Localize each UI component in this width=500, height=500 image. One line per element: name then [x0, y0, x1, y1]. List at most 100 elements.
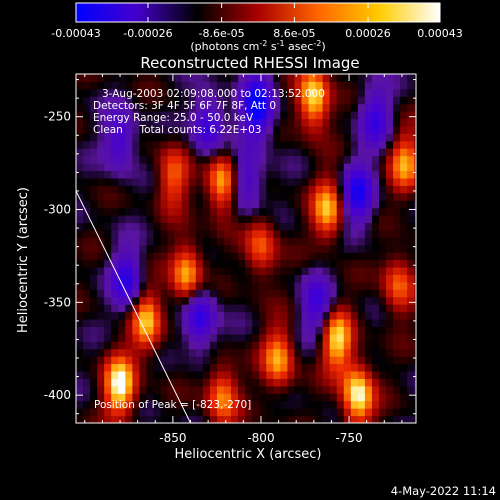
- heatmap-cell: [308, 311, 317, 320]
- heatmap-cell: [273, 177, 281, 186]
- heatmap-cell: [329, 177, 338, 186]
- heatmap-cell: [350, 371, 359, 379]
- heatmap-cell: [400, 371, 408, 379]
- heatmap-cell: [125, 244, 133, 253]
- heatmap-cell: [125, 304, 133, 313]
- heatmap-cell: [76, 415, 84, 423]
- heatmap-cell: [146, 118, 155, 127]
- heatmap-cell: [280, 74, 288, 82]
- heatmap-cell: [90, 319, 98, 327]
- heatmap-cell: [231, 274, 239, 283]
- heatmap-cell: [223, 296, 232, 305]
- heatmap-cell: [379, 252, 387, 261]
- heatmap-cell: [386, 371, 394, 379]
- heatmap-cell: [231, 229, 239, 238]
- heatmap-cell: [202, 192, 211, 201]
- heatmap-cell: [329, 229, 338, 238]
- heatmap-cell: [97, 244, 105, 253]
- heatmap-cell: [153, 125, 162, 134]
- heatmap-cell: [231, 259, 239, 268]
- heatmap-cell: [273, 296, 281, 305]
- heatmap-cell: [393, 274, 401, 283]
- heatmap-cell: [223, 103, 232, 112]
- heatmap-cell: [153, 237, 162, 246]
- heatmap-cell: [132, 333, 140, 342]
- heatmap-cell: [308, 185, 317, 194]
- heatmap-cell: [400, 341, 408, 350]
- heatmap-cell: [181, 185, 190, 194]
- heatmap-cell: [329, 274, 338, 283]
- heatmap-cell: [294, 289, 302, 298]
- heatmap-cell: [259, 400, 267, 409]
- heatmap-cell: [160, 103, 169, 112]
- heatmap-cell: [308, 348, 317, 357]
- heatmap-cell: [132, 118, 140, 127]
- heatmap-cell: [357, 274, 366, 283]
- heatmap-cell: [83, 170, 91, 179]
- heatmap-cell: [231, 333, 239, 342]
- heatmap-cell: [280, 200, 288, 209]
- heatmap-cell: [414, 155, 416, 164]
- heatmap-cell: [90, 88, 98, 97]
- heatmap-cell: [104, 81, 112, 90]
- heatmap-cell: [393, 385, 401, 394]
- heatmap-cell: [273, 385, 281, 394]
- heatmap-cell: [223, 259, 232, 268]
- heatmap-cell: [195, 304, 204, 313]
- heatmap-cell: [245, 378, 253, 387]
- heatmap-cell: [83, 385, 91, 394]
- heatmap-cell: [357, 96, 366, 105]
- heatmap-cell: [301, 296, 310, 305]
- heatmap-cell: [245, 192, 253, 201]
- heatmap-cell: [97, 185, 105, 194]
- heatmap-cell: [322, 385, 331, 394]
- heatmap-cell: [266, 267, 274, 275]
- heatmap-cell: [223, 133, 232, 142]
- heatmap-cell: [167, 215, 176, 224]
- heatmap-cell: [209, 215, 218, 224]
- heatmap-cell: [118, 88, 126, 97]
- heatmap-cell: [273, 348, 281, 357]
- heatmap-cell: [90, 281, 98, 290]
- heatmap-cell: [231, 363, 239, 372]
- heatmap-cell: [266, 185, 274, 194]
- heatmap-cell: [188, 163, 197, 172]
- heatmap-cell: [160, 371, 169, 379]
- heatmap-cell: [407, 296, 415, 305]
- heatmap-cell: [364, 148, 373, 157]
- heatmap-cell: [329, 252, 338, 261]
- heatmap-cell: [301, 88, 310, 97]
- heatmap-cell: [393, 200, 401, 209]
- heatmap-cell: [209, 177, 218, 186]
- heatmap-cell: [209, 400, 218, 409]
- heatmap-cell: [294, 96, 302, 105]
- heatmap-cell: [329, 311, 338, 320]
- heatmap-cell: [315, 326, 324, 335]
- heatmap-cell: [231, 133, 239, 142]
- heatmap-cell: [111, 348, 119, 357]
- heatmap-cell: [350, 163, 359, 172]
- colorbar-tick-label: 0.00043: [417, 27, 463, 40]
- heatmap-cell: [357, 333, 366, 342]
- heatmap-cell: [301, 259, 310, 268]
- energy-range-text: Energy Range: 25.0 - 50.0 keV: [93, 112, 254, 124]
- heatmap-cell: [364, 393, 373, 402]
- heatmap-cell: [104, 244, 112, 253]
- heatmap-cell: [287, 177, 295, 186]
- heatmap-cell: [90, 259, 98, 268]
- heatmap-cell: [386, 133, 394, 142]
- heatmap-cell: [146, 155, 155, 164]
- heatmap-cell: [357, 378, 366, 387]
- heatmap-cell: [160, 333, 169, 342]
- heatmap-cell: [83, 274, 91, 283]
- heatmap-cell: [238, 333, 246, 342]
- heatmap-cell: [97, 96, 105, 105]
- heatmap-cell: [223, 170, 232, 179]
- heatmap-cell: [364, 163, 373, 172]
- heatmap-cell: [322, 311, 331, 320]
- heatmap-cell: [386, 356, 394, 365]
- heatmap-cell: [139, 155, 147, 164]
- heatmap-cell: [90, 415, 98, 423]
- heatmap-cell: [364, 408, 373, 417]
- heatmap-cell: [195, 81, 204, 90]
